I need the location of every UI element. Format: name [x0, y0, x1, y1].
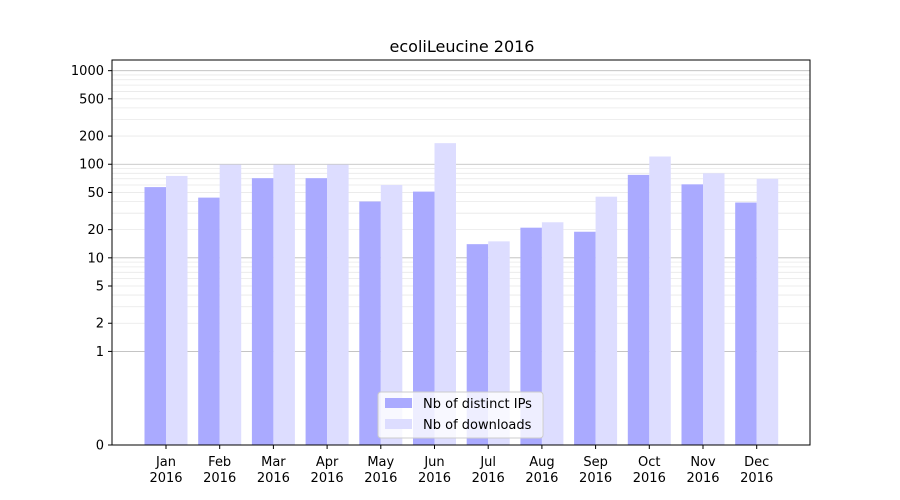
- bar-downloads: [649, 156, 671, 446]
- y-tick-label: 2: [96, 317, 104, 332]
- x-tick-label-year: 2016: [472, 471, 505, 486]
- bar-downloads: [703, 173, 725, 445]
- y-tick-label: 10: [87, 251, 104, 266]
- bar-distinct-ips: [574, 231, 596, 445]
- bar-distinct-ips: [305, 178, 328, 445]
- y-tick-label: 5: [96, 280, 104, 295]
- chart-title: ecoliLeucine 2016: [390, 37, 535, 56]
- bar-distinct-ips: [681, 184, 703, 445]
- x-tick-label-year: 2016: [633, 471, 666, 486]
- y-tick-label: 0: [96, 439, 104, 454]
- legend-label: Nb of downloads: [423, 418, 532, 433]
- y-tick-label: 100: [79, 158, 104, 173]
- y-tick-label: 200: [79, 130, 104, 145]
- x-tick-label-year: 2016: [257, 471, 290, 486]
- bar-downloads: [273, 164, 295, 445]
- bar-downloads: [541, 222, 564, 445]
- x-tick-label-month: Dec: [744, 455, 769, 470]
- y-tick-label: 20: [87, 223, 104, 238]
- bar-downloads: [327, 164, 349, 445]
- legend-swatch: [385, 419, 412, 429]
- legend-label: Nb of distinct IPs: [423, 397, 532, 412]
- y-tick-label: 1: [96, 345, 104, 360]
- x-tick-label-month: Aug: [529, 455, 554, 470]
- bar-downloads: [595, 196, 618, 445]
- plot-frame: [111, 59, 811, 446]
- bar-downloads: [756, 178, 779, 446]
- bar-distinct-ips: [735, 202, 757, 445]
- bar-downloads: [219, 164, 242, 445]
- bar-downloads: [434, 143, 456, 445]
- legend-swatch: [385, 398, 412, 408]
- x-tick-label-year: 2016: [311, 471, 344, 486]
- bar-distinct-ips: [359, 201, 381, 445]
- x-tick-label-month: Mar: [261, 455, 286, 470]
- bar-downloads: [166, 175, 188, 445]
- bar-downloads: [380, 185, 403, 445]
- x-tick-label-year: 2016: [686, 471, 719, 486]
- x-tick-label-month: Oct: [638, 455, 660, 470]
- y-axis: 0 1 2 5 10 20 50 100 200 500 1000: [71, 64, 112, 454]
- x-tick-label-month: Nov: [690, 455, 716, 470]
- y-tick-label: 1000: [71, 64, 104, 79]
- x-tick-label-month: Jun: [423, 455, 444, 470]
- legend-box: [377, 391, 544, 439]
- x-tick-label-month: Sep: [583, 455, 608, 470]
- bar-distinct-ips: [627, 174, 650, 445]
- bar-distinct-ips: [198, 197, 220, 445]
- x-tick-label-month: Jul: [479, 455, 496, 470]
- x-tick-label-year: 2016: [579, 471, 612, 486]
- x-tick-label-month: Feb: [208, 455, 231, 470]
- x-tick-label-month: Apr: [316, 455, 339, 470]
- x-tick-label-month: May: [367, 455, 394, 470]
- x-tick-label-year: 2016: [203, 471, 236, 486]
- y-tick-label: 50: [87, 186, 104, 201]
- x-tick-label-year: 2016: [364, 471, 397, 486]
- bar-distinct-ips: [144, 187, 166, 445]
- x-axis: Jan2016Feb2016Mar2016Apr2016May2016Jun20…: [149, 445, 773, 486]
- bars: [144, 143, 779, 446]
- x-tick-label-year: 2016: [740, 471, 773, 486]
- x-tick-label-year: 2016: [418, 471, 451, 486]
- y-tick-label: 500: [79, 92, 104, 107]
- bar-distinct-ips: [413, 191, 435, 445]
- bar-distinct-ips: [520, 227, 542, 445]
- legend: Nb of distinct IPs Nb of downloads: [377, 391, 544, 439]
- x-tick-label-year: 2016: [525, 471, 558, 486]
- bar-distinct-ips: [251, 178, 274, 445]
- x-tick-label-month: Jan: [155, 455, 176, 470]
- x-tick-label-year: 2016: [149, 471, 182, 486]
